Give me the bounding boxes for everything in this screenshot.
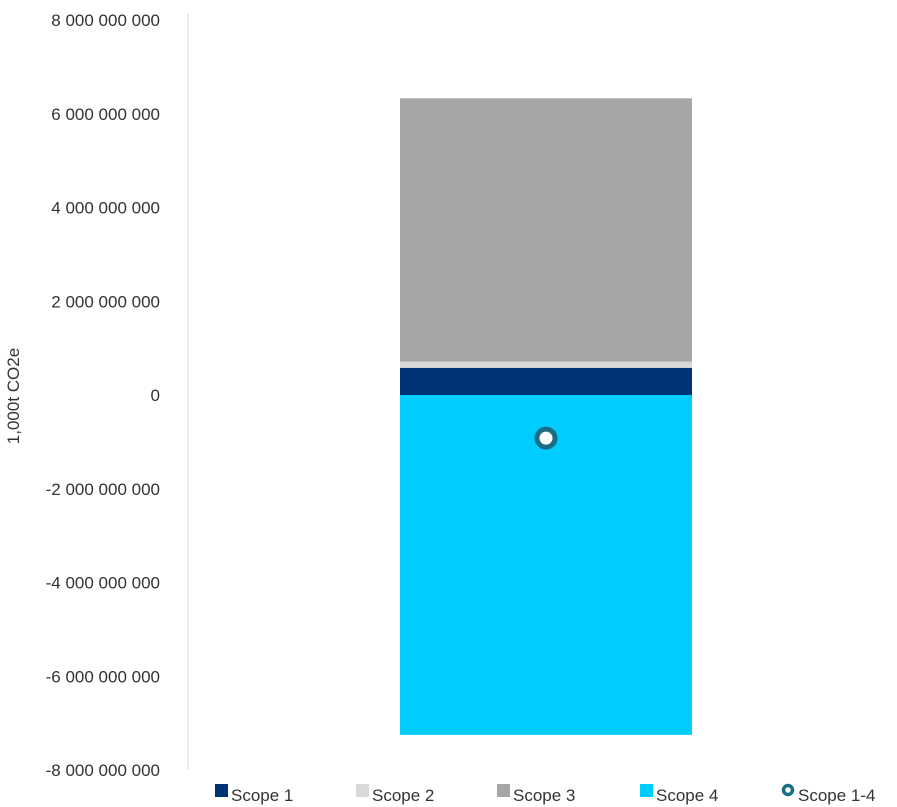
y-tick-label: -8 000 000 000 xyxy=(46,761,160,780)
legend-label-scope-4: Scope 4 xyxy=(656,786,718,805)
legend-swatch-scope-4 xyxy=(640,784,653,797)
y-axis-label: 1,000t CO2e xyxy=(4,348,23,444)
y-axis: 8 000 000 000 6 000 000 000 4 000 000 000 2… xyxy=(46,11,189,780)
y-tick-label: 0 xyxy=(151,386,160,405)
bar-segment-scope-4 xyxy=(400,395,692,735)
legend-label-scope-1: Scope 1 xyxy=(231,786,293,805)
legend-label-scope-2: Scope 2 xyxy=(372,786,434,805)
y-tick-label: 2 000 000 000 xyxy=(51,292,160,311)
legend-swatch-scope-3 xyxy=(497,784,510,797)
y-tick-label: -4 000 000 000 xyxy=(46,574,160,593)
bar-segment-scope-1 xyxy=(400,367,692,395)
marker-scope-1-4 xyxy=(534,426,558,450)
y-tick-label: -2 000 000 000 xyxy=(46,480,160,499)
bar-segment-scope-2 xyxy=(400,361,692,368)
bar-segments xyxy=(400,98,692,735)
legend-label-scope-3: Scope 3 xyxy=(513,786,575,805)
legend: Scope 1 Scope 2 Scope 3 Scope 4 Scope 1-4 xyxy=(215,783,876,805)
y-tick-label: 4 000 000 000 xyxy=(51,199,160,218)
y-tick-label: 6 000 000 000 xyxy=(51,105,160,124)
legend-swatch-scope-1 xyxy=(215,784,228,797)
y-tick-label: -6 000 000 000 xyxy=(46,667,160,686)
legend-label-scope-1-4: Scope 1-4 xyxy=(798,786,876,805)
scope-1-4-markers xyxy=(534,426,558,450)
legend-swatch-scope-1-4 xyxy=(781,783,795,797)
y-tick-label: 8 000 000 000 xyxy=(51,11,160,30)
bar-segment-scope-3 xyxy=(400,98,692,362)
legend-swatch-scope-2 xyxy=(356,784,369,797)
